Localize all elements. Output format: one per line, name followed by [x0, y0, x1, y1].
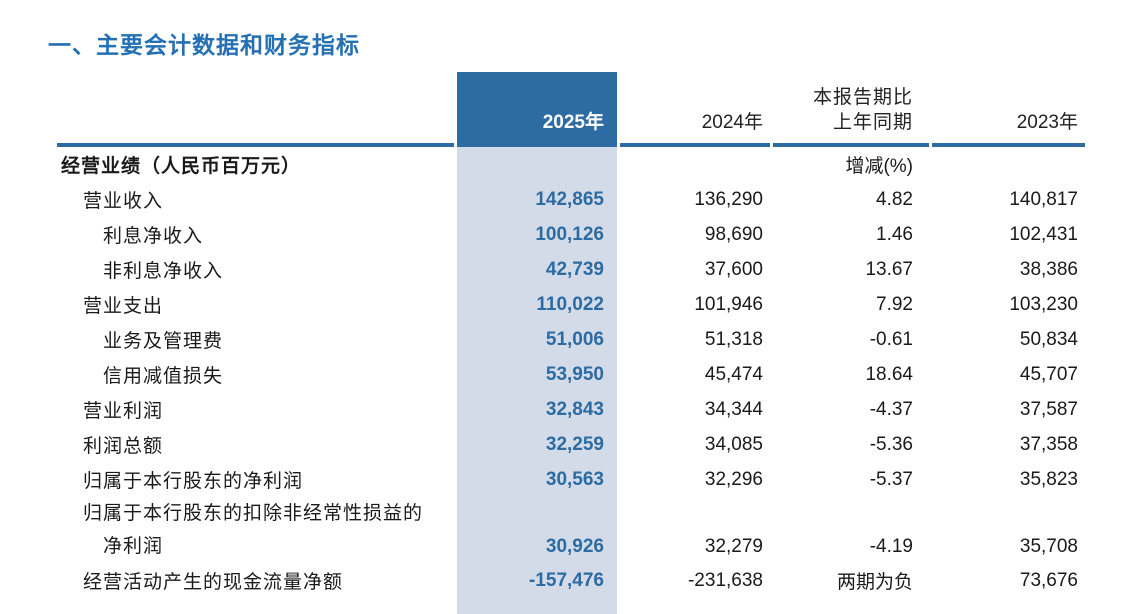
row-label: 经营活动产生的现金流量净额: [83, 572, 344, 593]
value-2023: 38,386: [1019, 258, 1078, 280]
highlight-column-strip: [457, 147, 617, 614]
value-2025: 51,006: [545, 328, 604, 350]
value-2025: -157,476: [528, 569, 604, 591]
value-2025: 30,926: [545, 536, 604, 557]
value-2023: 35,708: [1019, 536, 1078, 557]
value-2024: 136,290: [694, 188, 763, 210]
table-row: 归属于本行股东的净利润 30,563 32,296 -5.37 35,823: [57, 462, 1085, 497]
value-2025: [457, 147, 617, 182]
table-row: 营业支出 110,022 101,946 7.92 103,230: [57, 287, 1085, 322]
value-2024: -231,638: [687, 569, 763, 591]
value-change: -5.36: [869, 433, 913, 455]
table-row: 信用减值损失 53,950 45,474 18.64 45,707: [57, 357, 1085, 392]
table-row: 非利息净收入 42,739 37,600 13.67 38,386: [57, 252, 1085, 287]
value-2023: 50,834: [1019, 328, 1078, 350]
row-label: 归属于本行股东的净利润: [83, 471, 304, 492]
value-2025: 32,843: [545, 398, 604, 420]
value-change: 1.46: [876, 223, 913, 245]
change-unit-label: 增减(%): [845, 156, 913, 177]
value-change: 18.64: [865, 363, 913, 385]
section-label: 经营业绩（人民币百万元）: [61, 156, 302, 177]
section-row: 经营业绩（人民币百万元） 增减(%): [57, 147, 1085, 182]
value-change: 两期为负: [836, 572, 913, 593]
value-2024: 98,690: [704, 223, 763, 245]
value-2023: 37,358: [1019, 433, 1078, 455]
table-row: 经营活动产生的现金流量净额 -157,476 -231,638 两期为负 73,…: [57, 563, 1085, 598]
column-header-label: [57, 72, 454, 147]
row-label: 营业利润: [83, 401, 164, 422]
value-2024: 101,946: [694, 293, 763, 315]
value-2025: 42,739: [545, 258, 604, 280]
value-2023: 73,676: [1019, 569, 1078, 591]
table-row: 营业收入 142,865 136,290 4.82 140,817: [57, 182, 1085, 217]
value-2023: 103,230: [1009, 293, 1078, 315]
value-change: -0.61: [869, 328, 913, 350]
column-header-2024: 2024年: [620, 72, 770, 147]
row-label: 业务及管理费: [103, 331, 224, 352]
value-2025: 100,126: [535, 223, 604, 245]
row-label-line1: 归属于本行股东的扣除非经常性损益的: [83, 503, 424, 524]
value-2025: 30,563: [545, 468, 604, 490]
value-2023: 102,431: [1009, 223, 1078, 245]
row-label: 营业支出: [83, 296, 164, 317]
table-row: 归属于本行股东的扣除非经常性损益的 净利润 30,926 32,279 -4.1…: [57, 497, 1085, 563]
financial-indicators-table: 2025年 2024年 本报告期比 上年同期 2023年 经营业绩（人民币百万元…: [54, 72, 1088, 598]
value-change: 4.82: [876, 188, 913, 210]
row-label: 利润总额: [83, 436, 164, 457]
value-2025: 142,865: [535, 188, 604, 210]
value-change: -4.37: [869, 398, 913, 420]
value-2024: 32,279: [704, 536, 763, 557]
value-2023: 37,587: [1019, 398, 1078, 420]
value-2025: 32,259: [545, 433, 604, 455]
table-row: 营业利润 32,843 34,344 -4.37 37,587: [57, 392, 1085, 427]
value-2023: [932, 147, 1085, 182]
value-2024: 51,318: [704, 328, 763, 350]
value-2025: 110,022: [536, 293, 604, 315]
value-2024: [620, 147, 770, 182]
value-2023: 45,707: [1019, 363, 1078, 385]
value-2025: 53,950: [545, 363, 604, 385]
row-label: 利息净收入: [103, 226, 204, 247]
column-header-change-line1: 本报告期比: [812, 87, 913, 108]
value-2023: 35,823: [1019, 468, 1078, 490]
column-header-change: 本报告期比 上年同期: [773, 72, 929, 147]
value-change: -4.19: [869, 536, 913, 557]
value-2023: 140,817: [1009, 188, 1078, 210]
row-label: 营业收入: [83, 191, 164, 212]
table-row: 业务及管理费 51,006 51,318 -0.61 50,834: [57, 322, 1085, 357]
table-row: 利息净收入 100,126 98,690 1.46 102,431: [57, 217, 1085, 252]
value-change: 7.92: [876, 293, 913, 315]
row-label-line2: 净利润: [103, 536, 164, 557]
value-change: -5.37: [869, 468, 913, 490]
table-row: 利润总额 32,259 34,085 -5.36 37,358: [57, 427, 1085, 462]
value-2024: 37,600: [704, 258, 763, 280]
value-2024: 32,296: [704, 468, 763, 490]
column-header-change-line2: 上年同期: [832, 112, 913, 133]
column-header-2025: 2025年: [457, 72, 617, 147]
table-header-row: 2025年 2024年 本报告期比 上年同期 2023年: [57, 72, 1085, 147]
value-2024: 34,344: [704, 398, 763, 420]
row-label: 非利息净收入: [103, 261, 224, 282]
row-label: 归属于本行股东的扣除非经常性损益的 净利润: [57, 497, 454, 563]
value-2024: 34,085: [704, 433, 763, 455]
page-title: 一、主要会计数据和财务指标: [48, 32, 360, 58]
value-2024: 45,474: [704, 363, 763, 385]
value-change: 13.67: [865, 258, 913, 280]
column-header-2023: 2023年: [932, 72, 1085, 147]
row-label: 信用减值损失: [103, 366, 224, 387]
